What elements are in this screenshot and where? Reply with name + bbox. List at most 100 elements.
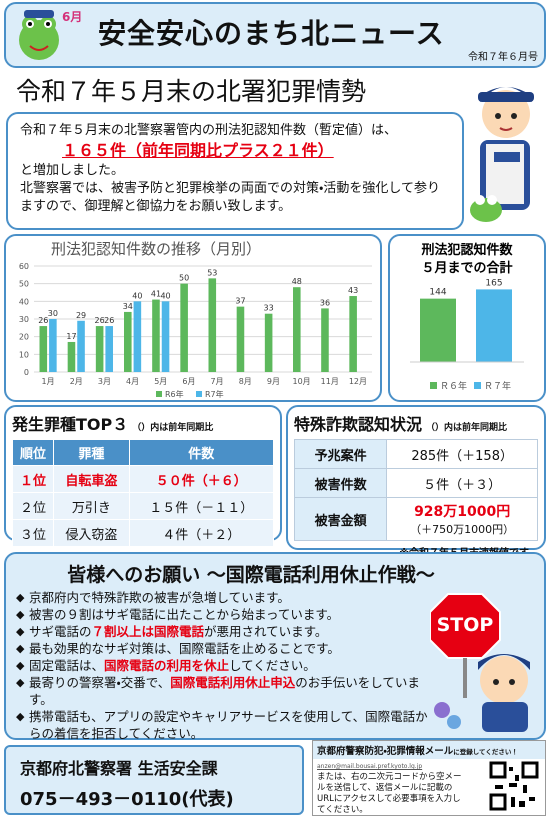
top3-box: 発生罪種TOP３ （）内は前年同期比 順位 罪種 件数 １位 自転車盗 ５０件（＋６） ２位万… xyxy=(4,405,282,547)
header xyxy=(4,2,546,68)
x-tick-label: 5月 xyxy=(154,377,167,386)
bar xyxy=(39,326,48,372)
row: ２位 万引き １５件（－１１） xyxy=(11,492,275,520)
change: （＋750万1000円） xyxy=(410,523,515,536)
legend-label: R6年 xyxy=(165,389,184,399)
text: 携帯電話も、アプリの設定やキャリアサービスを使用して、国際電話からの着信を拒否し… xyxy=(29,709,428,741)
value-label: 40 xyxy=(160,291,170,300)
y-tick-label: 60 xyxy=(19,262,29,271)
bar xyxy=(95,326,104,372)
newsletter-title: 安全安心のまち北ニュース xyxy=(98,17,445,50)
mail-title: 京都府警察防犯・犯罪情報メールに登録してください！ xyxy=(313,741,545,759)
text: 京都府内で特殊詐欺の被害が急増しています。 xyxy=(29,590,290,605)
x-tick-label: 8月 xyxy=(239,377,252,386)
chart-title: 刑法犯認知件数の推移（月別） xyxy=(51,240,261,258)
text: してください。 xyxy=(229,658,316,673)
value-label: 26 xyxy=(104,316,114,325)
x-tick-label: 11月 xyxy=(321,377,339,386)
bar xyxy=(124,311,132,372)
appeal-item: 固定電話は、国際電話の利用を休止してください。 xyxy=(16,657,434,674)
total-chart: 刑法犯認知件数 ５月までの合計 144 Ｒ６年 165 Ｒ７年 xyxy=(410,242,524,392)
appeal-list: 京都府内で特殊詐欺の被害が急増しています。被害の９割はサギ電話に出たことから始ま… xyxy=(16,589,434,742)
cell: １位 xyxy=(11,465,55,493)
x-tick-label: 12月 xyxy=(349,377,367,386)
value-label: 53 xyxy=(207,268,217,277)
value-label: 33 xyxy=(264,304,274,313)
cell: ２位 xyxy=(11,492,55,520)
intro: 令和７年５月末の北警察署管内の刑法犯認知件数（暫定値）は、 １６５件（前年同期比… xyxy=(6,112,464,230)
cell: １５件（－１１） xyxy=(128,492,275,520)
legend-label: R7年 xyxy=(205,389,224,399)
label: 予兆案件 xyxy=(293,439,388,469)
top3-table: 順位 罪種 件数 １位 自転車盗 ５０件（＋６） ２位 万引き １５件（－１１） ３位 侵入窃盗 ４件… xyxy=(11,439,275,547)
section-title: 発生罪種TOP３ xyxy=(12,415,129,434)
bar xyxy=(420,298,456,362)
bar xyxy=(208,278,217,372)
value-label: 37 xyxy=(235,297,245,306)
value-label: 165 xyxy=(485,278,502,288)
text: が悪用されています。 xyxy=(204,624,328,639)
chart-subtitle: ５月までの合計 xyxy=(421,260,512,276)
section-title: 特殊詐欺認知状況 xyxy=(294,415,423,434)
x-tick-label: 7月 xyxy=(211,377,224,386)
appeal-box: 皆様へのお願い ～国際電話利用休止作戦～ 京都府内で特殊詐欺の被害が急増していま… xyxy=(4,552,546,742)
bar xyxy=(321,308,329,372)
officer-illustration xyxy=(470,87,534,222)
text: サギ電話の xyxy=(29,624,92,639)
appeal-item: 京都府内で特殊詐欺の被害が急増しています。 xyxy=(16,589,434,606)
mail-title-text: 京都府警察防犯・犯罪情報メール xyxy=(317,746,454,757)
y-tick-label: 20 xyxy=(19,333,29,342)
emphasis: 国際電話の利用を休止 xyxy=(104,658,230,673)
value-label: 34 xyxy=(123,302,133,311)
x-tick-label: 1月 xyxy=(42,377,55,386)
intro-text: 令和７年５月末の北警察署管内の刑法犯認知件数（暫定値）は、 xyxy=(20,123,398,138)
appeal-title: 皆様へのお願い ～国際電話利用休止作戦～ xyxy=(67,564,435,586)
intro-highlight: １６５件（前年同期比プラス２１件） xyxy=(62,141,334,160)
x-tick-label: 6月 xyxy=(182,377,195,386)
frog-icon xyxy=(19,10,59,60)
legend-swatch xyxy=(156,391,162,397)
value: 928万1000円 xyxy=(414,504,511,520)
appeal-item: 最寄りの警察署・交番で、国際電話利用休止申込のお手伝いをしています。 xyxy=(16,674,434,708)
value-label: 40 xyxy=(132,291,142,300)
value-label: 48 xyxy=(292,277,302,286)
x-tick-label: 2月 xyxy=(70,377,83,386)
note: （）内は前年同期比 xyxy=(132,423,214,433)
value-label: 43 xyxy=(348,286,358,295)
text: 最寄りの警察署・交番で、 xyxy=(29,675,171,690)
value-label: 36 xyxy=(320,298,330,307)
bar xyxy=(105,326,113,372)
total-chart-box: 刑法犯認知件数 ５月までの合計 144 Ｒ６年 165 Ｒ７年 xyxy=(388,234,546,402)
value-label: 26 xyxy=(95,316,105,325)
column-header: 順位 xyxy=(11,439,55,466)
appeal-item: サギ電話の７割以上は国際電話が悪用されています。 xyxy=(16,623,434,640)
x-tick-label: 3月 xyxy=(98,377,111,386)
bar xyxy=(152,299,160,372)
bar xyxy=(180,283,188,372)
appeal-item: 携帯電話も、アプリの設定やキャリアサービスを使用して、国際電話からの着信を拒否し… xyxy=(16,708,434,742)
mail-address: anzen@mail.bousai.pref.kyoto.lg.jp xyxy=(317,763,423,770)
bar xyxy=(293,287,301,372)
column-header: 件数 xyxy=(128,439,275,466)
label: 被害件数 xyxy=(293,468,388,498)
y-tick-label: 50 xyxy=(19,280,29,289)
emphasis: ７割以上は国際電話 xyxy=(91,624,205,639)
value-label: 26 xyxy=(38,316,48,325)
qr-code xyxy=(489,761,539,811)
bar xyxy=(49,319,57,372)
label: 被害金額 xyxy=(293,497,388,541)
cell: 侵入窃盗 xyxy=(53,519,130,547)
legend-swatch xyxy=(430,382,437,389)
stop-illustration: STOP xyxy=(430,593,530,732)
value-label: 17 xyxy=(66,332,76,341)
emphasis: 国際電話利用休止申込 xyxy=(170,675,296,690)
monthly-chart: 刑法犯認知件数の推移（月別） 01020304050601月26302月1729… xyxy=(19,240,372,399)
x-tick-label: 10月 xyxy=(292,377,310,386)
value-label: 29 xyxy=(76,311,86,320)
cell: 万引き xyxy=(53,492,130,520)
cell: ５０件（＋６） xyxy=(128,465,275,493)
text: のお手伝いをしています。 xyxy=(29,675,420,707)
intro-text: 北警察署では、被害予防と犯罪検挙の両面での対策・活動を強化して参りますので、御理… xyxy=(20,181,441,214)
text: 被害の９割はサギ電話に出たことから始まっています。 xyxy=(29,607,340,622)
